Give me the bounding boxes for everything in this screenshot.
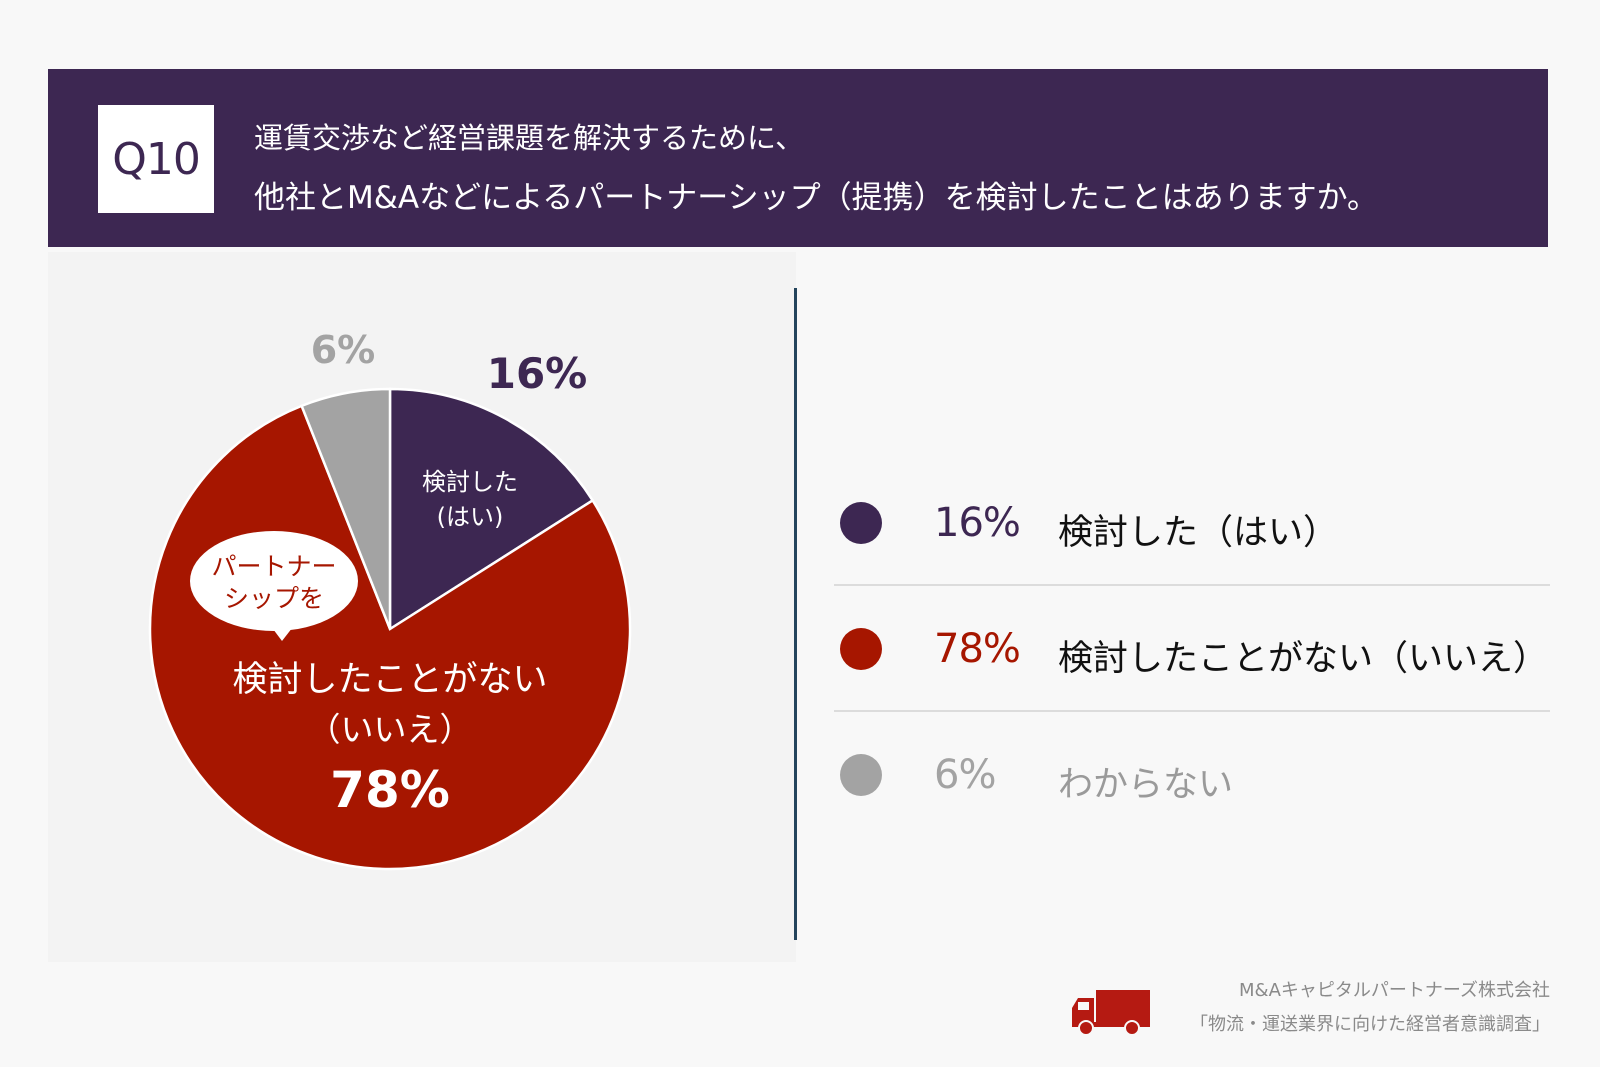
divider — [794, 288, 797, 940]
legend-label-no: 検討したことがない（いいえ） — [1058, 639, 1549, 679]
pie-label-yes-pct: 16% — [487, 349, 588, 398]
question-text-line2: 他社とM&Aなどによるパートナーシップ（提携）を検討したことはありますか。 — [254, 180, 1378, 216]
legend-dot-yes — [840, 502, 882, 544]
callout-text-line2: シップを — [224, 584, 324, 613]
pie-inner-label-no-pct: 78% — [330, 761, 450, 819]
legend-item-yes: 16% 検討した（はい） — [834, 460, 1550, 586]
pie-inner-label-yes-line2: (はい) — [437, 503, 504, 531]
legend-dot-no — [840, 628, 882, 670]
pie-inner-label-yes-line1: 検討した — [422, 468, 518, 496]
callout-text-line1: パートナー — [211, 552, 336, 581]
truck-icon — [1072, 990, 1150, 1036]
pie-label-unknown-pct: 6% — [311, 328, 376, 372]
pie-slice-yes — [388, 387, 595, 632]
question-header: Q10 運賃交渉など経営課題を解決するために、 他社とM&Aなどによるパートナー… — [48, 69, 1548, 247]
pie-inner-label-no-line1: 検討したことがない — [232, 660, 547, 700]
legend-pct-unknown: 6% — [934, 752, 996, 798]
pie-slice-no — [148, 404, 632, 871]
callout-bubble — [190, 531, 358, 641]
footer-company: M&Aキャピタルパートナーズ株式会社 — [1239, 980, 1550, 1001]
legend-pct-no: 78% — [934, 626, 1021, 672]
legend-label-unknown: わからない — [1058, 765, 1234, 805]
pie-slice-unknown — [300, 387, 392, 630]
legend: 16% 検討した（はい） 78% 検討したことがない（いいえ） 6% わからない — [834, 460, 1550, 838]
legend-label-yes: 検討した（はい） — [1058, 513, 1339, 553]
legend-pct-yes: 16% — [934, 500, 1021, 546]
question-number: Q10 — [98, 105, 214, 213]
footer-survey: 「物流・運送業界に向けた経営者意識調査」 — [1190, 1014, 1550, 1035]
chart-area: 16% 6% 検討した (はい) 検討したことがない （いいえ） 78% パートナーシップを — [48, 252, 796, 962]
question-text-line1: 運賃交渉など経営課題を解決するために、 — [254, 121, 805, 155]
legend-dot-unknown — [840, 754, 882, 796]
legend-item-unknown: 6% わからない — [834, 712, 1550, 838]
pie-inner-label-no-line2: （いいえ） — [308, 710, 473, 749]
legend-item-no: 78% 検討したことがない（いいえ） — [834, 586, 1550, 712]
